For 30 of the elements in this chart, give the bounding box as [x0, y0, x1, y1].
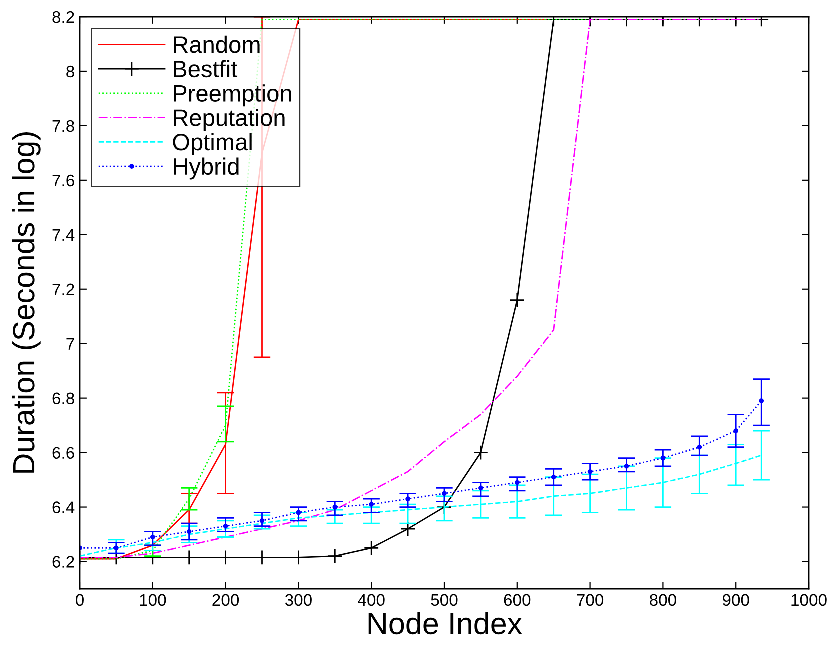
- x-tick-label: 200: [212, 594, 240, 606]
- x-tick-label: 400: [358, 594, 385, 606]
- legend-label: Preemption: [174, 84, 292, 107]
- x-tick-label: 300: [285, 594, 312, 606]
- legend-label: Hybrid: [174, 158, 239, 180]
- x-tick-label: 600: [504, 594, 531, 606]
- x-tick-label: 100: [140, 594, 166, 606]
- y-tick-label: 7.2: [52, 284, 74, 296]
- x-tick-label: 900: [722, 594, 750, 606]
- y-tick-label: 6.6: [52, 447, 74, 460]
- y-axis-title: Duration (Seconds in log): [12, 132, 41, 473]
- y-tick-label: 8.2: [52, 11, 74, 24]
- y-tick-label: 6.2: [52, 556, 74, 568]
- y-tick-label: 7.8: [52, 120, 74, 132]
- y-tick-label: 7.4: [52, 229, 75, 241]
- y-tick-label: 8: [66, 66, 74, 78]
- x-tick-label: 700: [577, 594, 604, 606]
- x-tick-label: 500: [431, 594, 458, 606]
- legend-label: Optimal: [173, 133, 252, 156]
- y-tick-label: 6.4: [52, 502, 75, 514]
- y-tick-label: 7.6: [52, 174, 74, 187]
- legend-label: Random: [174, 36, 260, 54]
- x-axis-title: Node Index: [368, 612, 522, 635]
- y-tick-label: 6.8: [52, 392, 74, 405]
- x-tick-label: 1000: [792, 594, 827, 606]
- x-tick-label: 0: [76, 594, 84, 606]
- x-tick-label: 800: [650, 594, 676, 606]
- legend-label: Reputation: [174, 109, 285, 132]
- y-tick-label: 7: [66, 338, 74, 350]
- legend-label: Bestfit: [174, 60, 238, 78]
